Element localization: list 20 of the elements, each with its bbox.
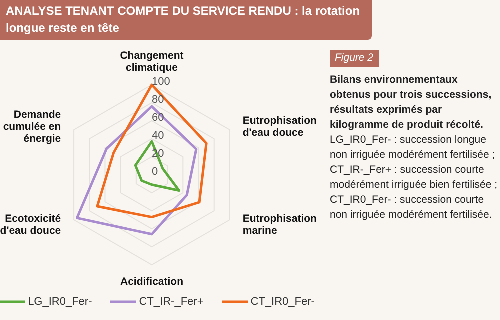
text: Bilans environnementaux obtenus pour trois successions, résultats exprimés par kilogramme de produit récolté. bbox=[330, 73, 493, 133]
text: CT_IR-_Fer+ : succession courte modérément irriguée bien fertilisée ; bbox=[330, 163, 498, 193]
y-tick-label: 60 bbox=[152, 112, 164, 124]
text: CT_IR0_Fer- : succession courte non irriguée modérément fertilisée. bbox=[330, 193, 494, 223]
legend-label: CT_IR-_Fer+ bbox=[139, 296, 204, 308]
y-tick-label: 80 bbox=[152, 94, 164, 106]
caption: Figure 2 bbox=[330, 50, 379, 67]
spoke-label: Eutrophisation d'eau douce bbox=[242, 115, 317, 139]
y-tick-label: 100 bbox=[152, 76, 170, 88]
spoke-label: Changement climatique bbox=[120, 50, 184, 74]
chart-title: ANALYSE TENANT COMPTE DU SERVICE RENDU : la rotation longue reste en tête bbox=[0, 0, 372, 40]
y-tick-label: 0 bbox=[152, 166, 158, 178]
spoke-label: Demande cumulée en énergie bbox=[3, 109, 62, 145]
legend-label: LG_IR0_Fer- bbox=[28, 296, 92, 308]
legend-label: CT_IR0_Fer- bbox=[250, 296, 315, 308]
spoke-label: Acidification bbox=[120, 276, 184, 288]
spoke-label: Ecotoxicité d'eau douce bbox=[0, 213, 62, 237]
y-tick-label: 40 bbox=[152, 130, 164, 142]
text: LG_IR0_Fer- : succession longue non irriguée modérément fertilisée ; bbox=[330, 133, 496, 163]
spoke-label: Eutrophisation marine bbox=[242, 213, 317, 237]
